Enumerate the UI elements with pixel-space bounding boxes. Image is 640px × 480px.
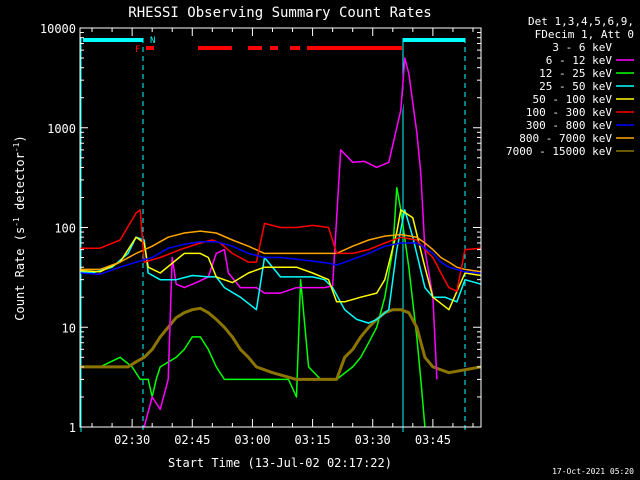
x-tick-label: 03:15 [295, 433, 331, 447]
legend-header-line-2: FDecim 1, Att 0 [535, 28, 634, 41]
x-tick-label: 02:30 [114, 433, 150, 447]
x-axis: 02:30 02:45 03:00 03:15 03:30 03:45 [91, 28, 474, 447]
y-tick-label: 1000 [47, 122, 76, 136]
y-label-mid: detector [13, 152, 27, 217]
y-tick-label: 10 [62, 321, 76, 335]
chart-title: RHESSI Observing Summary Count Rates [128, 5, 431, 21]
red-flag-bar-5 [290, 46, 300, 50]
series-line-6-12-kev [143, 57, 438, 427]
y-label-sup2: -1 [12, 142, 21, 152]
y-tick-label: 1 [69, 421, 76, 435]
legend-label: 7000 - 15000 keV [506, 145, 612, 158]
cyan-flag-bar-left [83, 38, 143, 42]
series-line-12-25-kev [80, 187, 426, 427]
red-flag-bar-3 [248, 46, 262, 50]
red-flag-bar-4 [270, 46, 278, 50]
y-tick-label: 10000 [40, 22, 76, 36]
flag-label-n: N [150, 36, 155, 46]
series-line-7000-15000-kev [80, 306, 481, 381]
series-line-100-300-kev [80, 209, 481, 292]
legend-label: 800 - 7000 keV [519, 132, 612, 145]
legend-label: 100 - 300 keV [526, 106, 612, 119]
legend-label: 12 - 25 keV [539, 67, 612, 80]
x-tick-label: 03:45 [415, 433, 451, 447]
y-tick-label: 100 [54, 222, 76, 236]
red-flag-bar-1 [146, 46, 154, 50]
y-label-end: ) [13, 135, 27, 142]
flag-label-f: F [135, 45, 140, 55]
y-label-sup1: -1 [12, 217, 21, 227]
x-axis-label: Start Time (13-Jul-02 02:17:22) [168, 456, 392, 470]
red-flag-bar-2 [198, 46, 232, 50]
series-layer [80, 57, 481, 427]
y-axis-label: Count Rate (s-1 detector-1) [12, 135, 27, 320]
y-axis: 1 10 100 1000 10000 [40, 22, 481, 435]
flag-bars: F N [83, 36, 465, 55]
legend-label: 25 - 50 keV [539, 80, 612, 93]
x-tick-label: 02:45 [174, 433, 210, 447]
red-flag-bar-6 [307, 46, 402, 50]
series-line-800-7000-kev [80, 230, 481, 273]
legend-label: 50 - 100 keV [533, 93, 613, 106]
legend-label: 6 - 12 keV [546, 54, 613, 67]
x-tick-label: 03:00 [234, 433, 270, 447]
legend-label: 3 - 6 keV [552, 41, 612, 54]
series-line-300-800-kev [80, 240, 481, 275]
y-label-main: Count Rate (s [13, 227, 27, 321]
legend-header-line-1: Det 1,3,4,5,6,9, [528, 15, 634, 28]
legend-label: 300 - 800 keV [526, 119, 612, 132]
series-line-50-100-kev [80, 209, 481, 311]
cyan-flag-bar-right [403, 38, 465, 42]
footer-timestamp: 17-Oct-2021 05:20 [552, 467, 634, 476]
x-tick-label: 03:30 [355, 433, 391, 447]
legend: Det 1,3,4,5,6,9, FDecim 1, Att 0 3 - 6 k… [506, 15, 634, 158]
